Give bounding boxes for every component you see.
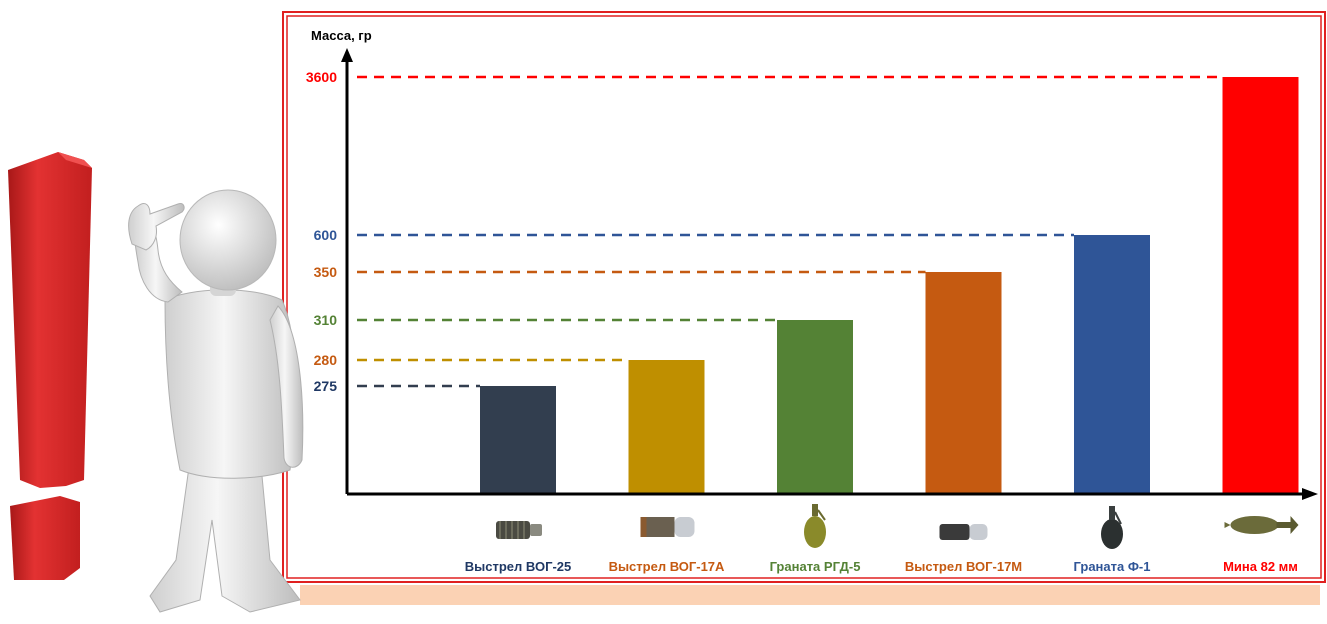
bar (628, 360, 705, 494)
bar (1074, 235, 1150, 494)
rgd5-grenade-icon (804, 504, 826, 548)
y-tick-label: 3600 (306, 69, 337, 85)
chart-frame-outer (282, 11, 1326, 583)
figure-pointing-icon (128, 189, 304, 613)
y-tick-label: 275 (314, 378, 338, 394)
bar (480, 386, 556, 494)
bar (777, 320, 853, 494)
mortar-82mm-icon (1224, 516, 1299, 534)
exclamation-icon (8, 152, 92, 580)
f1-grenade-icon (1101, 506, 1123, 549)
y-tick-label: 600 (314, 227, 338, 243)
bottom-band (300, 585, 1320, 605)
category-label: Граната РГД-5 (770, 559, 861, 574)
bar (925, 272, 1002, 494)
y-axis-title: Масса, гр (311, 28, 372, 43)
y-tick-labels: 275 280 310 350 600 3600 (306, 69, 337, 394)
category-label: Мина 82 мм (1223, 559, 1298, 574)
x-axis-arrow (1302, 488, 1318, 500)
category-label: Граната Ф-1 (1074, 559, 1151, 574)
vog17a-shell-icon (640, 517, 695, 537)
category-label: Выстрел ВОГ-17М (905, 559, 1022, 574)
category-icons (496, 504, 1299, 549)
category-labels: Выстрел ВОГ-25 Выстрел ВОГ-17А Граната РГД… (465, 559, 1298, 574)
bars (480, 77, 1299, 494)
category-label: Выстрел ВОГ-17А (609, 559, 725, 574)
vog17m-shell-icon (939, 524, 988, 540)
y-axis-arrow (341, 48, 353, 62)
vog25-shell-icon (496, 521, 542, 539)
bar (1222, 77, 1299, 494)
y-tick-label: 310 (314, 312, 338, 328)
category-label: Выстрел ВОГ-25 (465, 559, 571, 574)
chart-frame-inner (286, 15, 1322, 579)
y-tick-label: 280 (314, 352, 338, 368)
guide-lines (357, 75, 1223, 388)
y-tick-label: 350 (314, 264, 338, 280)
